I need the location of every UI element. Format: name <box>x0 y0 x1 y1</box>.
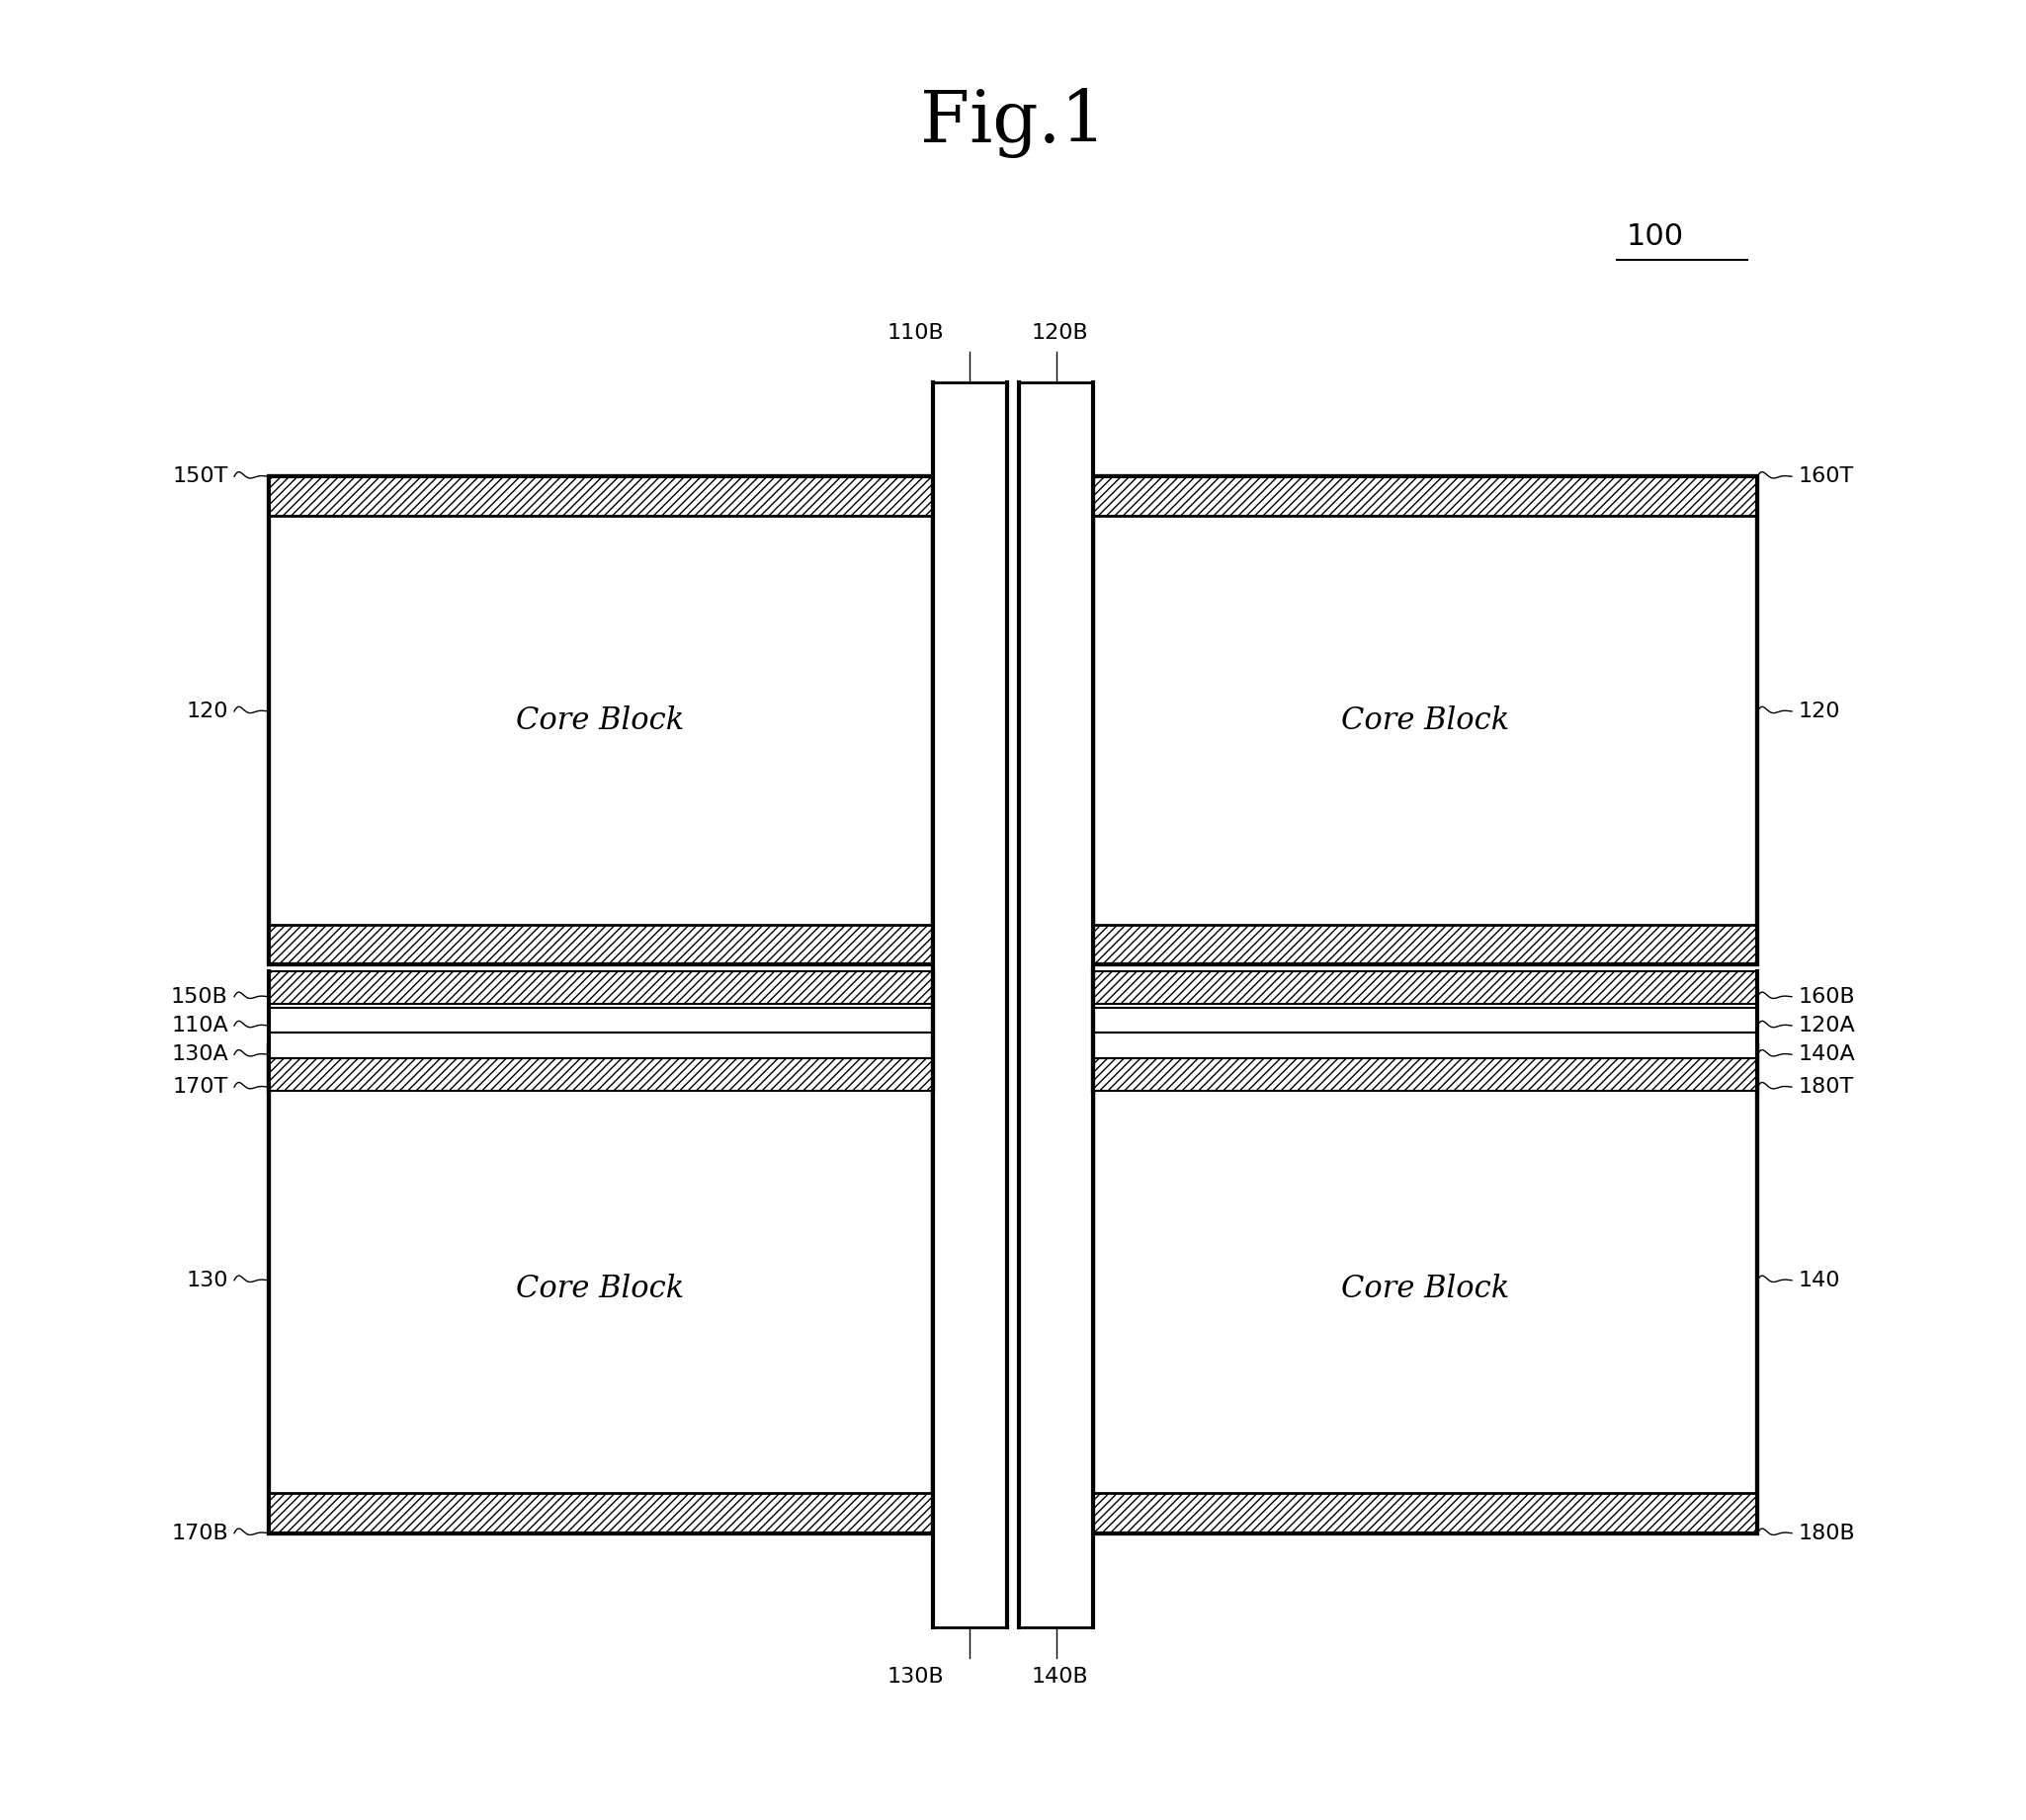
Text: 130A: 130A <box>170 1045 229 1065</box>
Bar <box>1094 477 1757 517</box>
Text: 120B: 120B <box>1031 324 1088 342</box>
Text: 170B: 170B <box>170 1523 229 1543</box>
Bar <box>1019 382 1094 1627</box>
Bar <box>269 1008 932 1032</box>
Bar <box>269 1045 932 1532</box>
Bar <box>1094 477 1757 965</box>
Bar <box>1094 477 1757 965</box>
Bar <box>1094 1045 1757 1085</box>
Text: 130: 130 <box>186 1270 229 1290</box>
Text: 160T: 160T <box>1797 466 1854 486</box>
Text: 140A: 140A <box>1797 1045 1856 1065</box>
Bar <box>269 1045 932 1085</box>
Bar <box>269 972 932 1005</box>
Bar <box>269 477 932 517</box>
Bar <box>269 477 932 965</box>
Bar <box>1094 1057 1757 1090</box>
Bar <box>1094 1032 1757 1057</box>
Text: Fig.1: Fig.1 <box>920 87 1106 158</box>
Bar <box>1094 1494 1757 1532</box>
Text: 140B: 140B <box>1031 1667 1088 1687</box>
Text: 110A: 110A <box>170 1016 229 1036</box>
Text: Core Block: Core Block <box>517 1274 685 1305</box>
Text: 140: 140 <box>1797 1270 1840 1290</box>
Bar <box>1094 1045 1757 1532</box>
Text: 180T: 180T <box>1797 1077 1854 1097</box>
Bar <box>269 925 932 965</box>
Bar <box>269 1494 932 1532</box>
Text: 120: 120 <box>186 701 229 721</box>
Text: 130B: 130B <box>887 1667 944 1687</box>
Bar <box>1094 1008 1757 1032</box>
Bar <box>1094 1045 1757 1532</box>
Text: 110B: 110B <box>887 324 944 342</box>
Bar <box>932 382 1007 1627</box>
Text: Core Block: Core Block <box>517 704 685 735</box>
Text: Core Block: Core Block <box>1341 1274 1509 1305</box>
Text: 150T: 150T <box>172 466 229 486</box>
Text: 120A: 120A <box>1797 1016 1856 1036</box>
Bar <box>269 1057 932 1090</box>
Bar <box>1094 925 1757 965</box>
Bar <box>1094 972 1757 1005</box>
Text: Core Block: Core Block <box>1341 704 1509 735</box>
Text: 120: 120 <box>1797 701 1840 721</box>
Bar <box>269 477 932 965</box>
Text: 160B: 160B <box>1797 986 1856 1006</box>
Text: 100: 100 <box>1627 222 1684 251</box>
Bar <box>269 1045 932 1532</box>
Bar <box>269 1032 932 1057</box>
Text: 180B: 180B <box>1797 1523 1856 1543</box>
Text: 170T: 170T <box>172 1077 229 1097</box>
Text: 150B: 150B <box>170 986 229 1006</box>
